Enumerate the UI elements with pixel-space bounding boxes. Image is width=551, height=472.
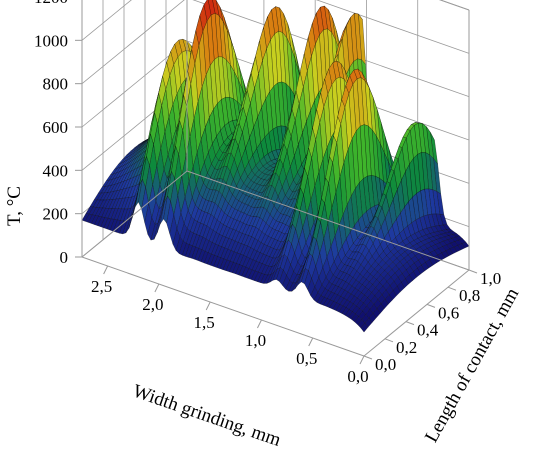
y-tick-mark bbox=[468, 269, 478, 274]
x-axis-ticks: 0,0 0,5 1,0 1,5 2,0 2,5 bbox=[91, 277, 369, 386]
z-tick-label: 600 bbox=[43, 118, 69, 137]
z-tick-label: 400 bbox=[43, 161, 69, 180]
axis-edge bbox=[439, 0, 470, 11]
x-tick-label: 2,5 bbox=[91, 277, 112, 296]
x-tick-mark bbox=[359, 355, 365, 365]
x-axis-title: Width grinding, mm bbox=[130, 381, 284, 451]
axis-frame bbox=[75, 0, 478, 365]
surface-plot bbox=[81, 0, 470, 333]
axis-edge bbox=[81, 256, 365, 357]
gridline-z bbox=[315, 0, 470, 54]
y-tick-label: 0,0 bbox=[375, 355, 396, 374]
x-tick-mark bbox=[257, 319, 262, 329]
y-tick-label: 0,8 bbox=[459, 286, 480, 305]
y-axis-ticks: 0,00,20,40,60,81,0 bbox=[375, 269, 501, 374]
z-tick-label: 1200 bbox=[34, 0, 68, 7]
y-tick-label: 0,4 bbox=[417, 321, 439, 340]
x-tick-mark bbox=[154, 283, 160, 293]
x-tick-label: 0,5 bbox=[296, 349, 317, 368]
axis-edge bbox=[186, 170, 470, 271]
gridline-z bbox=[81, 0, 185, 84]
y-tick-label: 0,2 bbox=[396, 338, 417, 357]
x-tick-mark bbox=[308, 337, 314, 347]
z-tick-label: 200 bbox=[43, 205, 69, 224]
y-tick-mark bbox=[426, 303, 436, 308]
z-axis-ticks: 0 200 400 600 800 1000 1200 bbox=[34, 0, 68, 267]
gridline-z bbox=[439, 0, 470, 11]
gridline-z bbox=[81, 0, 132, 41]
y-tick-label: 1,0 bbox=[480, 269, 501, 288]
y-tick-mark bbox=[405, 321, 415, 326]
y-axis-title: Length of contact, mm bbox=[421, 284, 523, 446]
x-tick-label: 0,0 bbox=[347, 367, 368, 386]
y-tick-mark bbox=[447, 286, 457, 291]
y-tick-mark bbox=[363, 355, 373, 360]
x-tick-mark bbox=[103, 265, 109, 275]
axis-edge bbox=[363, 269, 470, 357]
z-tick-label: 1000 bbox=[34, 31, 68, 50]
x-tick-label: 1,5 bbox=[194, 313, 215, 332]
y-tick-label: 0,6 bbox=[438, 303, 459, 322]
x-tick-label: 2,0 bbox=[142, 295, 163, 314]
z-axis-title: T, °C bbox=[4, 186, 25, 226]
z-tick-label: 800 bbox=[43, 75, 69, 94]
x-tick-label: 1,0 bbox=[245, 331, 266, 350]
axis-edge bbox=[81, 170, 188, 258]
surface-facet bbox=[360, 322, 369, 333]
y-tick-mark bbox=[384, 338, 394, 343]
x-tick-mark bbox=[205, 301, 211, 311]
z-tick-label: 0 bbox=[60, 248, 69, 267]
